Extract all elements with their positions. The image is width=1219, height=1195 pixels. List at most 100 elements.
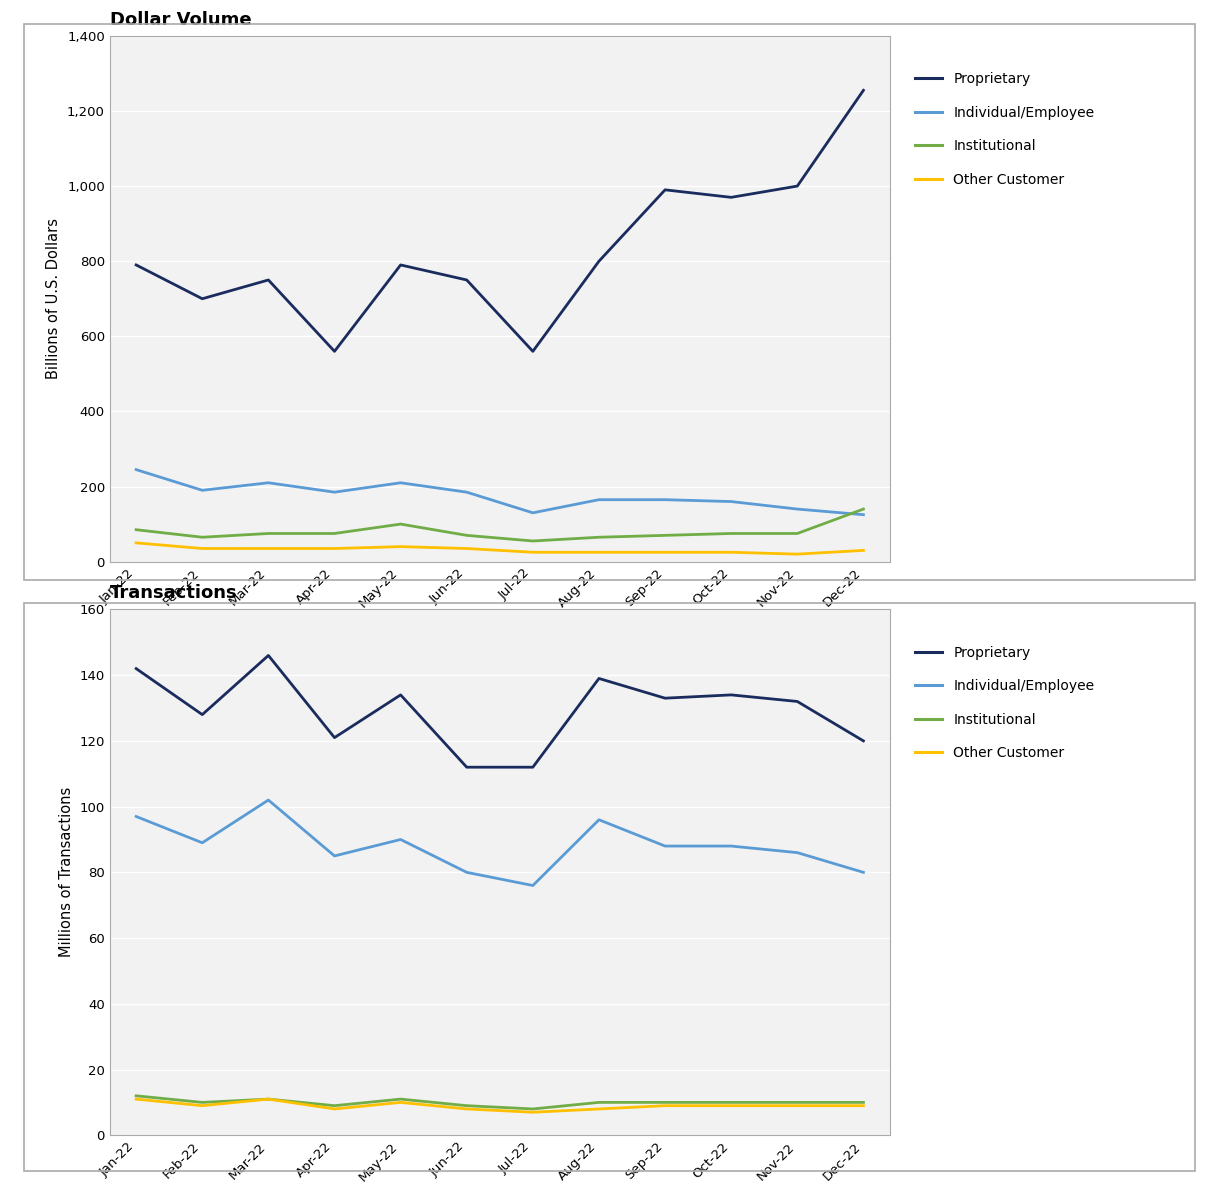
Line: Proprietary: Proprietary	[137, 655, 863, 767]
Legend: Proprietary, Individual/Employee, Institutional, Other Customer: Proprietary, Individual/Employee, Instit…	[909, 67, 1100, 192]
Individual/Employee	[790, 846, 805, 860]
Other Customer	[261, 541, 275, 556]
Proprietary	[195, 292, 210, 306]
Other Customer	[724, 545, 739, 559]
Text: Transactions: Transactions	[110, 584, 238, 602]
Individual/Employee	[658, 839, 673, 853]
Individual/Employee	[591, 813, 606, 827]
Individual/Employee	[394, 476, 408, 490]
Text: Dollar Volume: Dollar Volume	[110, 11, 251, 29]
Proprietary	[724, 688, 739, 703]
Proprietary	[658, 183, 673, 197]
Other Customer	[327, 1102, 341, 1116]
Institutional	[724, 526, 739, 540]
Proprietary	[129, 662, 144, 676]
Individual/Employee	[327, 848, 341, 863]
Other Customer	[460, 1102, 474, 1116]
Line: Proprietary: Proprietary	[137, 91, 863, 351]
Other Customer	[856, 544, 870, 558]
Individual/Employee	[790, 502, 805, 516]
Proprietary	[525, 760, 540, 774]
Individual/Employee	[327, 485, 341, 500]
Other Customer	[460, 541, 474, 556]
Other Customer	[790, 1098, 805, 1113]
Other Customer	[856, 1098, 870, 1113]
Proprietary	[591, 672, 606, 686]
Institutional	[327, 526, 341, 540]
Line: Individual/Employee: Individual/Employee	[137, 470, 863, 515]
Line: Institutional: Institutional	[137, 509, 863, 541]
Other Customer	[790, 547, 805, 562]
Proprietary	[724, 190, 739, 204]
Individual/Employee	[591, 492, 606, 507]
Institutional	[394, 517, 408, 532]
Institutional	[591, 531, 606, 545]
Line: Institutional: Institutional	[137, 1096, 863, 1109]
Institutional	[658, 1095, 673, 1109]
Proprietary	[790, 179, 805, 194]
Other Customer	[195, 1098, 210, 1113]
Other Customer	[658, 545, 673, 559]
Individual/Employee	[856, 508, 870, 522]
Proprietary	[195, 707, 210, 722]
Other Customer	[195, 541, 210, 556]
Other Customer	[724, 1098, 739, 1113]
Institutional	[790, 526, 805, 540]
Individual/Employee	[658, 492, 673, 507]
Institutional	[394, 1092, 408, 1107]
Individual/Employee	[525, 505, 540, 520]
Other Customer	[129, 535, 144, 550]
Legend: Proprietary, Individual/Employee, Institutional, Other Customer: Proprietary, Individual/Employee, Instit…	[909, 641, 1100, 766]
Line: Other Customer: Other Customer	[137, 543, 863, 554]
Individual/Employee	[394, 832, 408, 846]
Proprietary	[856, 84, 870, 98]
Institutional	[856, 1095, 870, 1109]
Institutional	[261, 526, 275, 540]
Institutional	[658, 528, 673, 543]
Institutional	[195, 531, 210, 545]
Institutional	[327, 1098, 341, 1113]
Institutional	[195, 1095, 210, 1109]
Proprietary	[658, 691, 673, 705]
Other Customer	[394, 539, 408, 553]
Proprietary	[129, 258, 144, 272]
Individual/Employee	[129, 462, 144, 477]
Individual/Employee	[129, 809, 144, 823]
Other Customer	[591, 545, 606, 559]
Other Customer	[261, 1092, 275, 1107]
Proprietary	[460, 760, 474, 774]
Institutional	[261, 1092, 275, 1107]
Proprietary	[790, 694, 805, 709]
Y-axis label: Millions of Transactions: Millions of Transactions	[59, 788, 74, 957]
Other Customer	[327, 541, 341, 556]
Individual/Employee	[261, 476, 275, 490]
Institutional	[460, 528, 474, 543]
Institutional	[129, 522, 144, 537]
Individual/Employee	[724, 495, 739, 509]
Individual/Employee	[195, 835, 210, 850]
Proprietary	[261, 648, 275, 662]
Y-axis label: Billions of U.S. Dollars: Billions of U.S. Dollars	[46, 219, 61, 379]
Other Customer	[658, 1098, 673, 1113]
Institutional	[856, 502, 870, 516]
Individual/Employee	[856, 865, 870, 880]
Proprietary	[327, 344, 341, 358]
Institutional	[525, 1102, 540, 1116]
Individual/Employee	[525, 878, 540, 893]
Institutional	[591, 1095, 606, 1109]
Other Customer	[129, 1092, 144, 1107]
Proprietary	[856, 734, 870, 748]
Individual/Employee	[460, 865, 474, 880]
Line: Individual/Employee: Individual/Employee	[137, 801, 863, 885]
Other Customer	[394, 1095, 408, 1109]
Individual/Employee	[724, 839, 739, 853]
Proprietary	[394, 688, 408, 703]
Proprietary	[591, 255, 606, 269]
Institutional	[129, 1089, 144, 1103]
Individual/Employee	[195, 483, 210, 497]
Other Customer	[525, 545, 540, 559]
Proprietary	[327, 730, 341, 744]
Proprietary	[460, 272, 474, 287]
Individual/Employee	[460, 485, 474, 500]
Other Customer	[591, 1102, 606, 1116]
